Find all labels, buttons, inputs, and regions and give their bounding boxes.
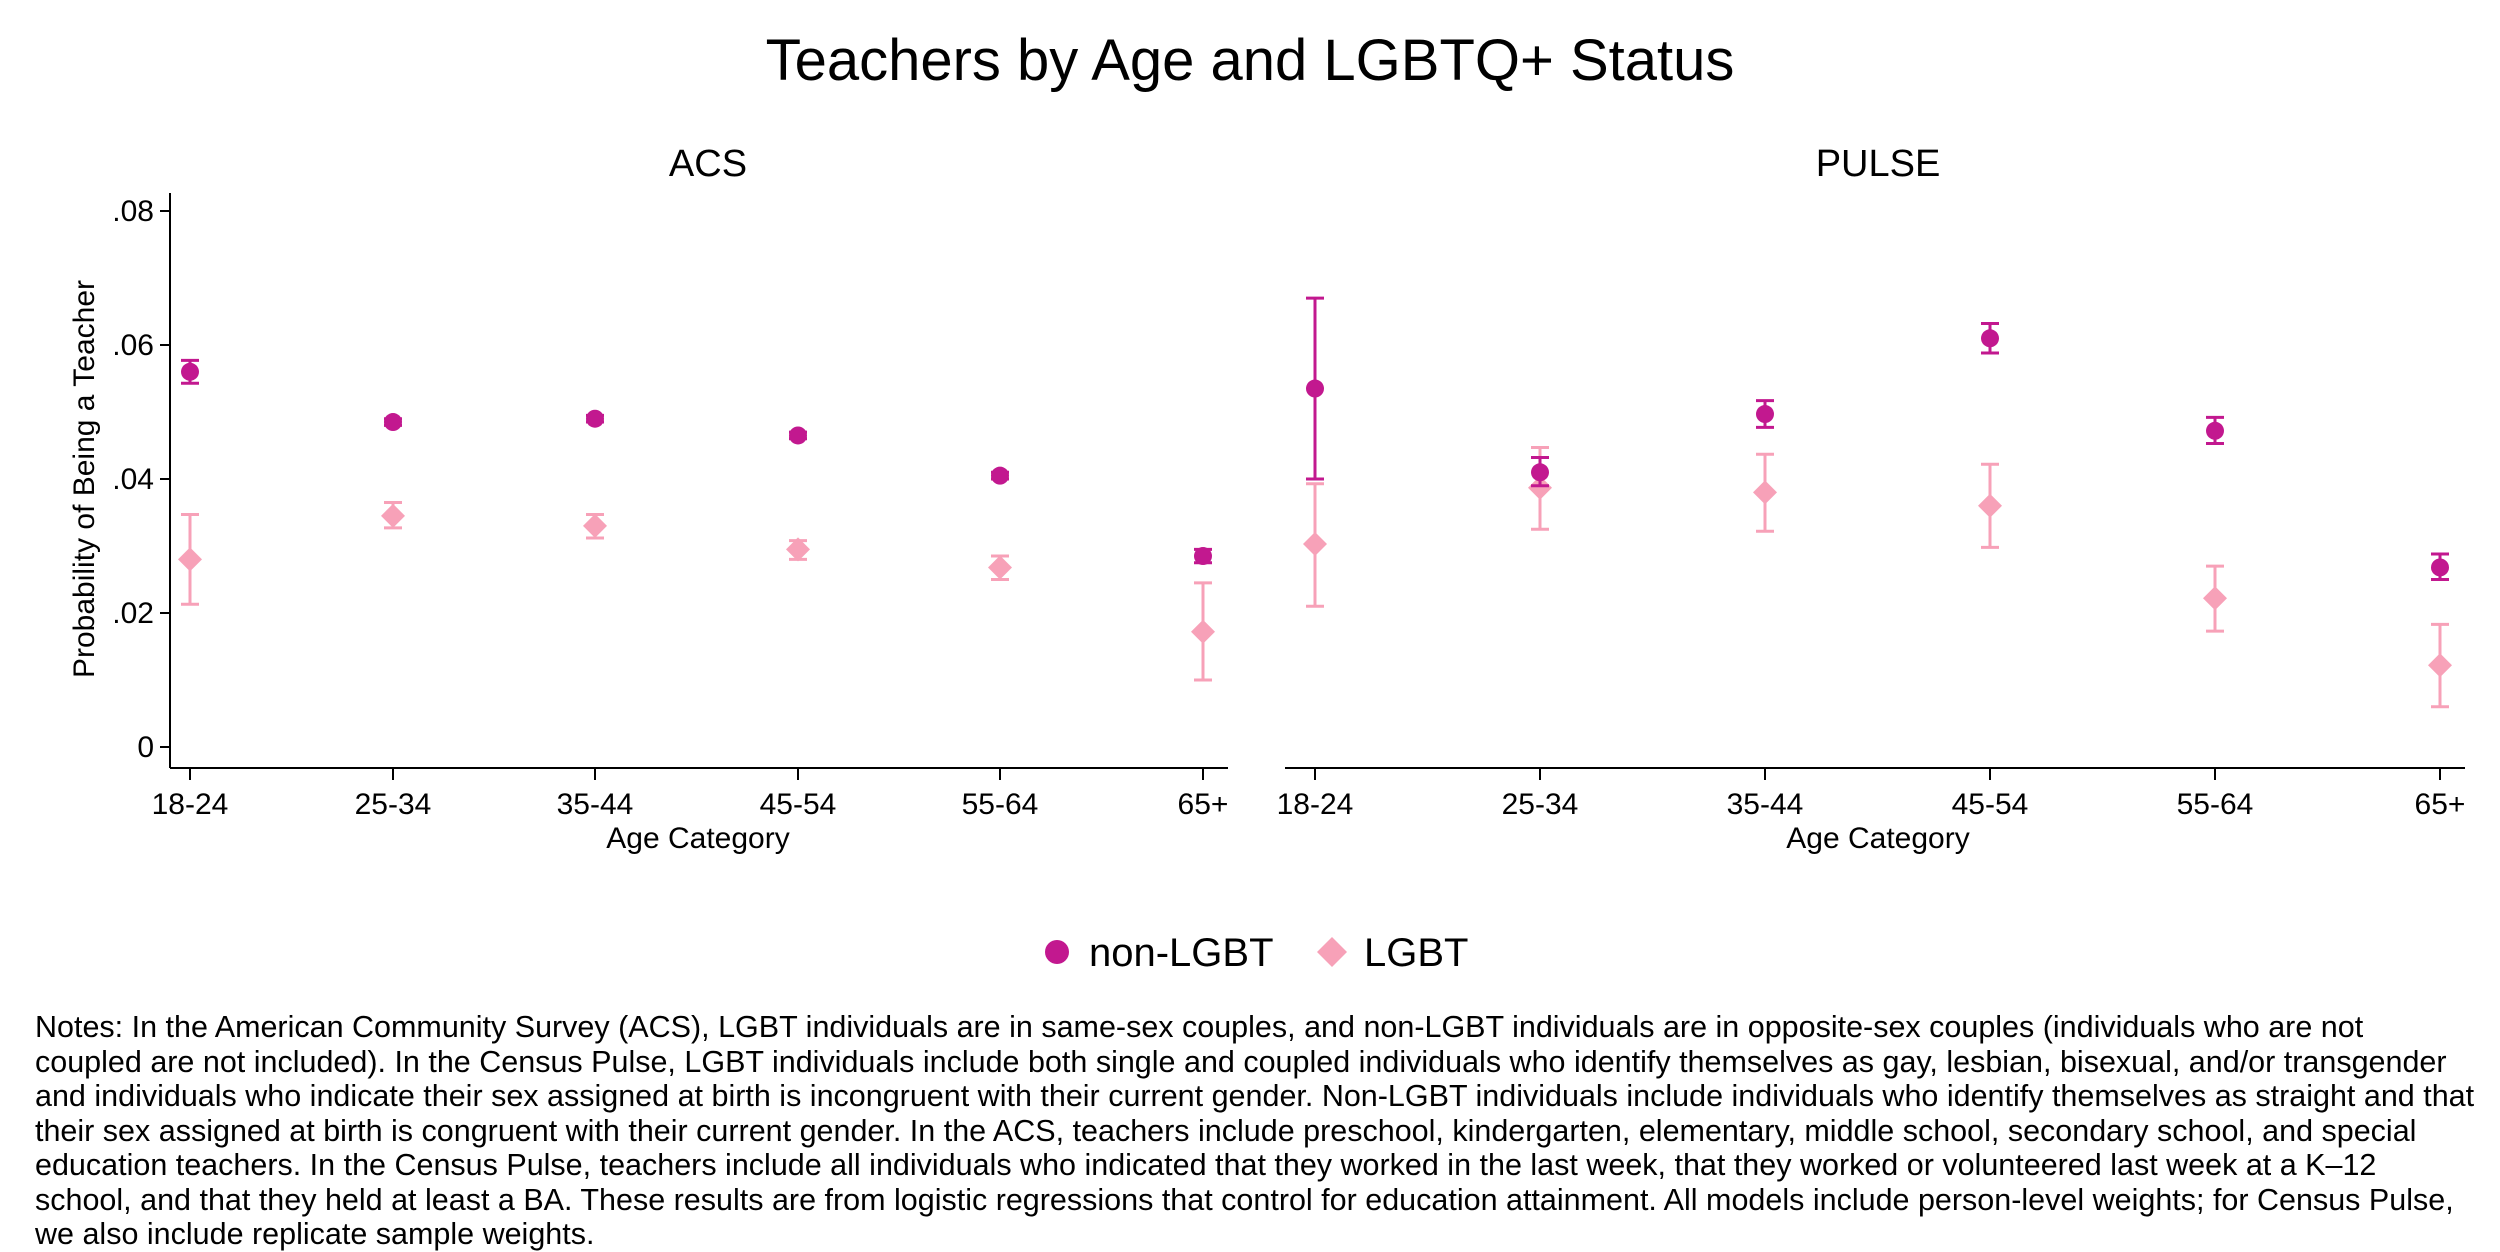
series-lgbt xyxy=(178,500,1215,682)
x-tick-label-55-64: 55-64 xyxy=(962,788,1039,821)
plot-area: ACS 0 .02 .04 .06 .08 Probability of Being a T… xyxy=(68,143,2465,855)
lgbt-marker-45-54 xyxy=(786,537,810,562)
lgbt-marker-35-44 xyxy=(583,513,607,538)
y-tick-label: .02 xyxy=(112,597,154,630)
lgbt-marker-45-54 xyxy=(1978,493,2002,518)
legend-label-lgbt: LGBT xyxy=(1364,931,1468,975)
x-tick-label-45-54: 45-54 xyxy=(1952,788,2029,821)
x-tick-label-55-64: 55-64 xyxy=(2177,788,2254,821)
series-non-lgbt xyxy=(181,358,1212,566)
y-tick-label: .06 xyxy=(112,329,154,362)
lgbt-marker-25-34 xyxy=(381,503,405,528)
x-tick-label-65plus: 65+ xyxy=(2415,788,2466,821)
x-tick-label-35-44: 35-44 xyxy=(557,788,634,821)
non-lgbt-marker-35-44 xyxy=(586,409,604,428)
x-axis-label: Age Category xyxy=(1786,822,1969,855)
x-axis-label: Age Category xyxy=(606,822,789,855)
non-lgbt-marker-65plus xyxy=(1194,547,1212,566)
y-axis-label: Probability of Being a Teacher xyxy=(68,280,101,678)
x-tick-label-35-44: 35-44 xyxy=(1727,788,1804,821)
series-non-lgbt xyxy=(1306,296,2449,581)
x-tick-label-45-54: 45-54 xyxy=(760,788,837,821)
non-lgbt-marker-18-24 xyxy=(1306,379,1324,398)
lgbt-marker-65plus xyxy=(2428,653,2452,678)
non-lgbt-marker-25-34 xyxy=(1531,463,1549,482)
y-tick-label: 0 xyxy=(137,731,154,764)
x-tick-label-18-24: 18-24 xyxy=(152,788,229,821)
x-tick-label-25-34: 25-34 xyxy=(1502,788,1579,821)
panel-pulse: PULSE 18-24 25-34 35-44 45-54 55-64 65+ Age Cat… xyxy=(1277,143,2466,855)
non-lgbt-marker-18-24 xyxy=(181,362,199,381)
y-tick-label: .04 xyxy=(112,463,154,496)
legend-marker-lgbt xyxy=(1317,937,1347,967)
lgbt-marker-35-44 xyxy=(1753,480,1777,505)
non-lgbt-marker-45-54 xyxy=(789,426,807,445)
x-tick-label-25-34: 25-34 xyxy=(355,788,432,821)
panel-title-acs: ACS xyxy=(669,143,747,185)
lgbt-marker-18-24 xyxy=(1303,531,1327,556)
x-tick-label-18-24: 18-24 xyxy=(1277,788,1354,821)
lgbt-marker-18-24 xyxy=(178,547,202,572)
y-tick-label: .08 xyxy=(112,195,154,228)
non-lgbt-marker-25-34 xyxy=(384,413,402,432)
legend-marker-non-lgbt xyxy=(1045,940,1069,964)
non-lgbt-marker-45-54 xyxy=(1981,329,1999,348)
lgbt-marker-25-34 xyxy=(1528,475,1552,500)
non-lgbt-marker-55-64 xyxy=(991,466,1009,485)
panel-acs: ACS 0 .02 .04 .06 .08 Probability of Being a T… xyxy=(68,143,1228,855)
notes-text: Notes: In the American Community Survey … xyxy=(35,1010,2475,1251)
non-lgbt-marker-65plus xyxy=(2431,558,2449,577)
legend-label-non-lgbt: non-LGBT xyxy=(1089,931,1274,975)
x-tick-label-65plus: 65+ xyxy=(1178,788,1229,821)
lgbt-marker-55-64 xyxy=(988,555,1012,580)
lgbt-marker-65plus xyxy=(1191,619,1215,644)
panel-title-pulse: PULSE xyxy=(1816,143,1941,185)
lgbt-marker-55-64 xyxy=(2203,586,2227,611)
series-lgbt xyxy=(1303,446,2452,709)
non-lgbt-marker-35-44 xyxy=(1756,405,1774,424)
legend: non-LGBT LGBT xyxy=(1045,931,1468,975)
non-lgbt-marker-55-64 xyxy=(2206,421,2224,440)
chart-title: Teachers by Age and LGBTQ+ Status xyxy=(766,28,1735,93)
